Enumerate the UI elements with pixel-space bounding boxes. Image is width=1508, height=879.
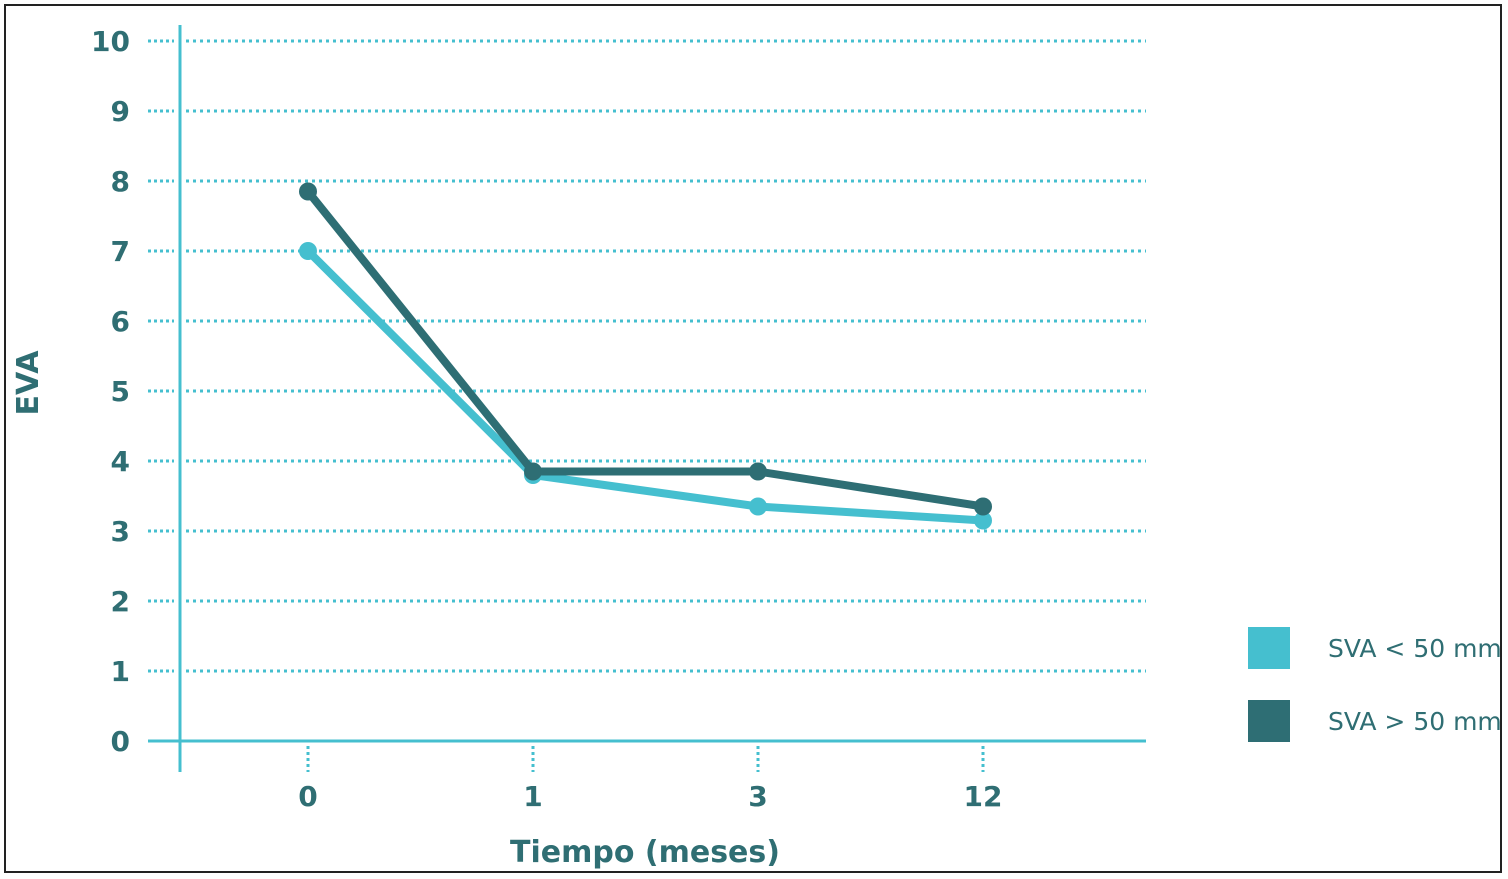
data-point	[299, 242, 317, 260]
series-1	[299, 242, 992, 530]
legend: SVA < 50 mm SVA > 50 mm	[1248, 627, 1502, 742]
gridlines	[148, 41, 1146, 671]
y-tick-label: 0	[111, 725, 130, 758]
axes	[148, 25, 1146, 772]
legend-swatch	[1248, 700, 1290, 742]
y-tick-label: 8	[111, 165, 130, 198]
x-tick-label: 1	[523, 780, 542, 813]
data-point	[524, 463, 542, 481]
y-tick-label: 9	[111, 95, 130, 128]
y-tick-label: 2	[111, 585, 130, 618]
legend-label: SVA > 50 mm	[1328, 707, 1502, 736]
x-axis-title: Tiempo (meses)	[510, 835, 780, 870]
y-tick-label: 7	[111, 235, 130, 268]
y-tick-label: 4	[111, 445, 130, 478]
legend-label: SVA < 50 mm	[1328, 634, 1502, 663]
legend-swatch	[1248, 627, 1290, 669]
x-tick-label: 3	[748, 780, 767, 813]
x-tick-labels: 0 1 3 12	[298, 746, 1002, 813]
x-tick-label: 12	[964, 780, 1003, 813]
legend-item: SVA > 50 mm	[1248, 700, 1502, 742]
data-point	[974, 498, 992, 516]
y-tick-label: 6	[111, 305, 130, 338]
y-tick-label: 3	[111, 515, 130, 548]
y-tick-label: 1	[111, 655, 130, 688]
legend-item: SVA < 50 mm	[1248, 627, 1502, 669]
data-point	[749, 498, 767, 516]
y-axis-title: EVA	[11, 350, 46, 416]
y-tick-labels: 0 1 2 3 4 5 6 7 8 9 10	[91, 25, 130, 758]
series-line	[308, 251, 983, 521]
y-tick-label: 10	[91, 25, 130, 58]
x-tick-label: 0	[298, 780, 317, 813]
data-point	[749, 463, 767, 481]
y-tick-label: 5	[111, 375, 130, 408]
series-group	[299, 183, 992, 530]
data-point	[299, 183, 317, 201]
